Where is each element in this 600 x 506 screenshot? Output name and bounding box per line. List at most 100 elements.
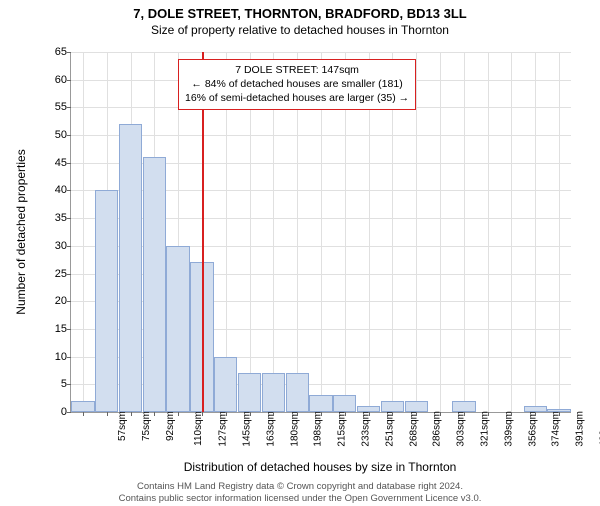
xtick-mark	[464, 412, 465, 416]
xtick-mark	[154, 412, 155, 416]
ytick-mark	[67, 135, 71, 136]
xtick-label: 75sqm	[141, 411, 152, 441]
bar	[524, 406, 547, 412]
xtick-label: 145sqm	[242, 411, 253, 447]
xtick-label: 233sqm	[361, 411, 372, 447]
ytick-mark	[67, 190, 71, 191]
title-sub: Size of property relative to detached ho…	[0, 23, 600, 37]
ytick-mark	[67, 301, 71, 302]
xtick-label: 92sqm	[165, 411, 176, 441]
plot: 0510152025303540455055606557sqm75sqm92sq…	[70, 52, 571, 413]
ytick-mark	[67, 218, 71, 219]
xtick-label: 163sqm	[265, 411, 276, 447]
bar	[381, 401, 404, 412]
footer: Contains HM Land Registry data © Crown c…	[0, 481, 600, 504]
xtick-label: 339sqm	[503, 411, 514, 447]
ytick-mark	[67, 52, 71, 53]
ytick-label: 10	[43, 351, 67, 363]
xtick-label: 57sqm	[117, 411, 128, 441]
xtick-label: 391sqm	[575, 411, 586, 447]
xtick-label: 321sqm	[480, 411, 491, 447]
ytick-label: 30	[43, 240, 67, 252]
ytick-mark	[67, 384, 71, 385]
y-axis-label: Number of detached properties	[14, 149, 28, 314]
grid-v	[464, 52, 465, 412]
bar	[333, 395, 356, 412]
xtick-mark	[369, 412, 370, 416]
grid-v	[559, 52, 560, 412]
ytick-label: 40	[43, 184, 67, 196]
xtick-mark	[297, 412, 298, 416]
xtick-mark	[250, 412, 251, 416]
bar	[95, 190, 118, 412]
bar	[238, 373, 261, 412]
bar	[71, 401, 94, 412]
bar	[262, 373, 285, 412]
xtick-mark	[107, 412, 108, 416]
xtick-label: 356sqm	[527, 411, 538, 447]
info-line3: 16% of semi-detached houses are larger (…	[185, 91, 409, 105]
xtick-mark	[488, 412, 489, 416]
xtick-label: 303sqm	[456, 411, 467, 447]
xtick-label: 215sqm	[337, 411, 348, 447]
xtick-mark	[416, 412, 417, 416]
bar	[143, 157, 166, 412]
xtick-mark	[273, 412, 274, 416]
xtick-mark	[511, 412, 512, 416]
info-line2: ← 84% of detached houses are smaller (18…	[185, 77, 409, 91]
xtick-mark	[321, 412, 322, 416]
xtick-label: 286sqm	[432, 411, 443, 447]
xtick-mark	[535, 412, 536, 416]
xtick-mark	[178, 412, 179, 416]
x-axis-label: Distribution of detached houses by size …	[70, 460, 570, 474]
ytick-label: 25	[43, 268, 67, 280]
ytick-label: 5	[43, 378, 67, 390]
ytick-label: 20	[43, 295, 67, 307]
bar	[214, 357, 237, 412]
bar	[166, 246, 189, 412]
ytick-mark	[67, 274, 71, 275]
ytick-label: 35	[43, 212, 67, 224]
title-main: 7, DOLE STREET, THORNTON, BRADFORD, BD13…	[0, 6, 600, 21]
ytick-label: 0	[43, 406, 67, 418]
bar	[357, 406, 380, 412]
grid-v	[488, 52, 489, 412]
xtick-mark	[226, 412, 227, 416]
xtick-mark	[202, 412, 203, 416]
info-line1: 7 DOLE STREET: 147sqm	[185, 63, 409, 77]
xtick-mark	[392, 412, 393, 416]
ytick-label: 60	[43, 74, 67, 86]
ytick-label: 45	[43, 157, 67, 169]
ytick-label: 65	[43, 46, 67, 58]
xtick-label: 251sqm	[384, 411, 395, 447]
ytick-label: 15	[43, 323, 67, 335]
grid-v	[440, 52, 441, 412]
ytick-mark	[67, 107, 71, 108]
ytick-mark	[67, 163, 71, 164]
xtick-label: 268sqm	[408, 411, 419, 447]
ytick-label: 55	[43, 101, 67, 113]
ytick-mark	[67, 412, 71, 413]
xtick-mark	[131, 412, 132, 416]
grid-v	[83, 52, 84, 412]
grid-v	[511, 52, 512, 412]
xtick-label: 374sqm	[551, 411, 562, 447]
xtick-label: 127sqm	[218, 411, 229, 447]
bar	[119, 124, 142, 412]
grid-v	[416, 52, 417, 412]
bar	[452, 401, 475, 412]
ytick-label: 50	[43, 129, 67, 141]
bar	[405, 401, 428, 412]
info-box: 7 DOLE STREET: 147sqm← 84% of detached h…	[178, 59, 416, 110]
ytick-mark	[67, 357, 71, 358]
footer-line2: Contains public sector information licen…	[0, 493, 600, 504]
ytick-mark	[67, 246, 71, 247]
grid-v	[535, 52, 536, 412]
footer-line1: Contains HM Land Registry data © Crown c…	[0, 481, 600, 492]
xtick-label: 180sqm	[289, 411, 300, 447]
xtick-mark	[83, 412, 84, 416]
ytick-mark	[67, 80, 71, 81]
xtick-mark	[559, 412, 560, 416]
bar	[286, 373, 309, 412]
bar	[309, 395, 332, 412]
